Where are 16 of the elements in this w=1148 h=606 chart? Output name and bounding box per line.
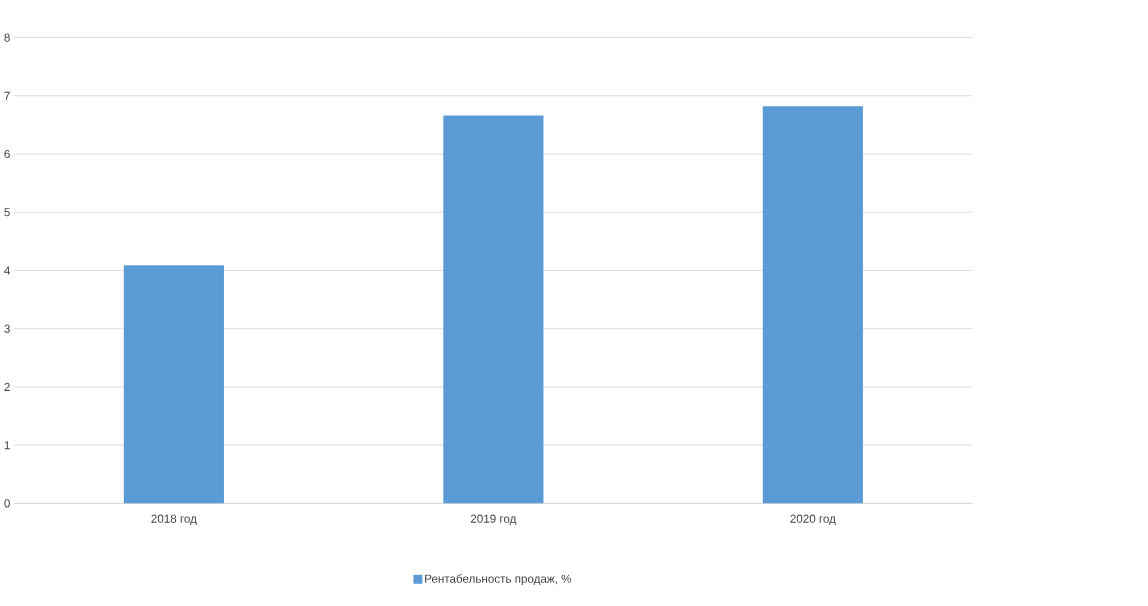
y-tick-label: 5: [4, 208, 10, 217]
y-tick-label: 0: [4, 499, 10, 508]
x-tick-label: 2018 год: [151, 514, 197, 525]
y-tick-label: 4: [4, 266, 10, 275]
x-tick-label: 2019 год: [470, 514, 517, 525]
y-tick-label: 8: [4, 33, 10, 42]
y-tick-label: 6: [4, 149, 10, 159]
y-tick-label: 1: [4, 441, 10, 450]
y-tick-label: 3: [4, 324, 10, 333]
bar: [443, 115, 544, 504]
legend-label: Рентабельность продаж, %: [425, 574, 572, 586]
bar: [762, 106, 863, 504]
bar: [123, 265, 224, 504]
x-tick-label: 2020 год: [790, 514, 836, 525]
y-tick-label: 2: [4, 382, 10, 391]
y-tick-label: 7: [4, 91, 10, 100]
